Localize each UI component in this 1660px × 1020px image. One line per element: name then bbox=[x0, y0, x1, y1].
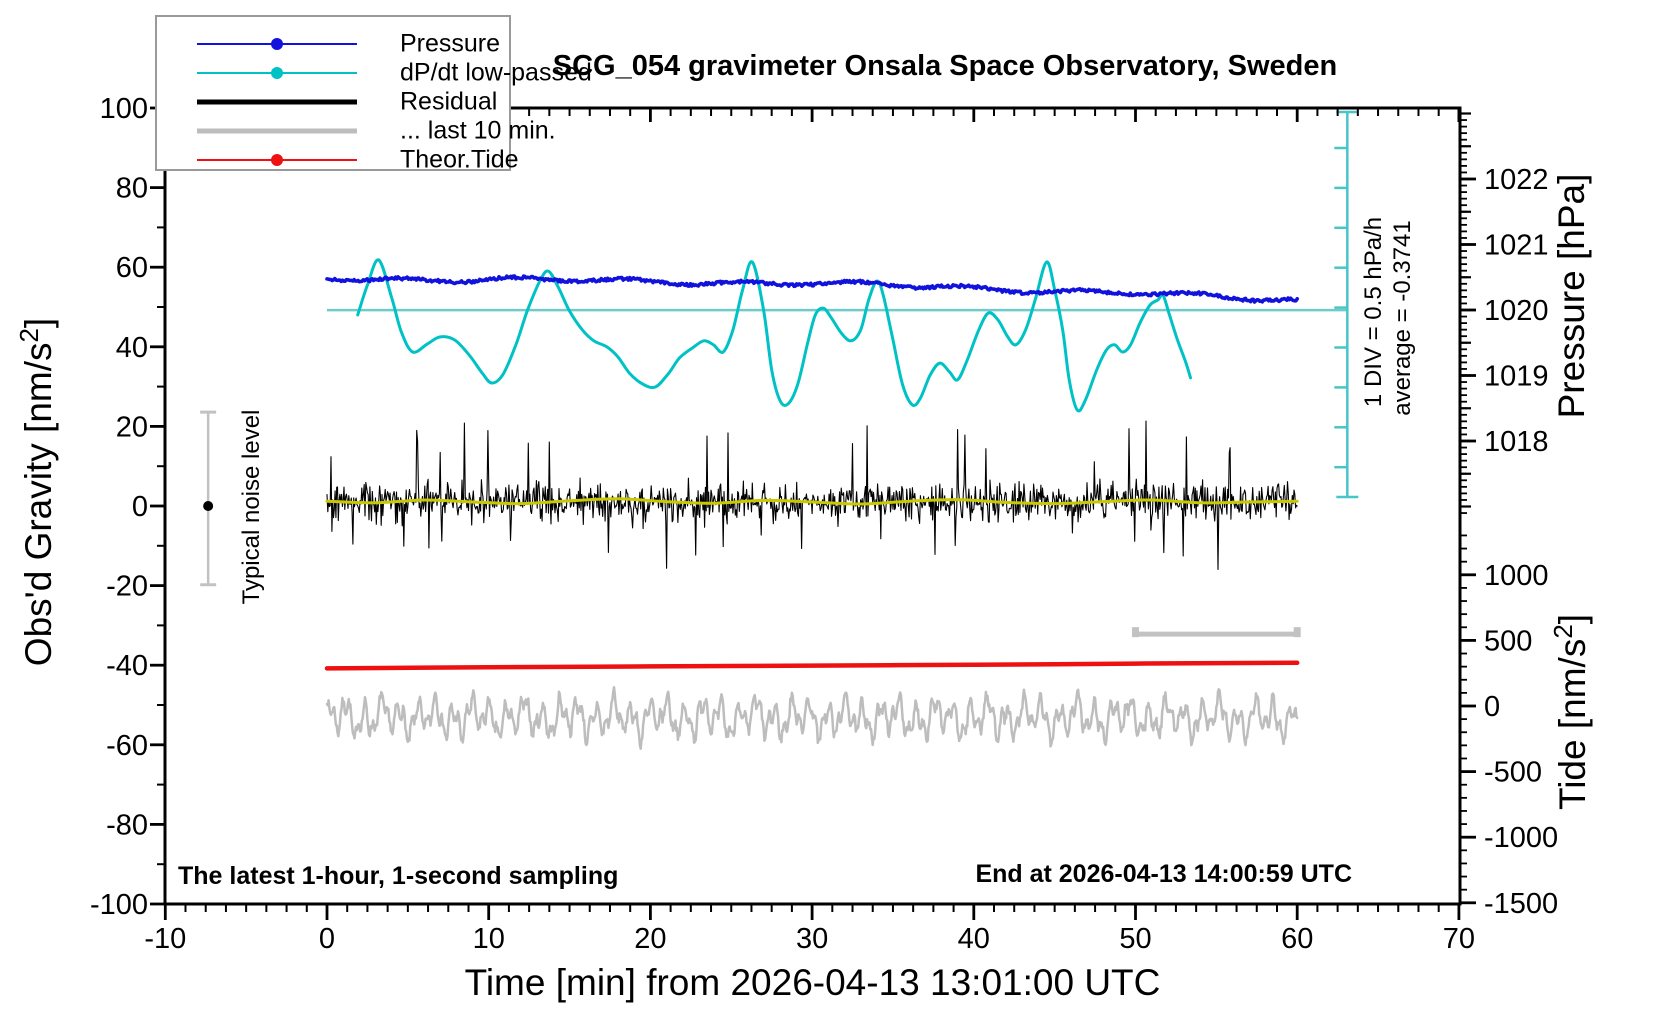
tick-label: 40 bbox=[116, 332, 148, 364]
typical-noise-errorbar bbox=[200, 410, 217, 587]
tide-series bbox=[324, 660, 1300, 671]
tick-label: 1022 bbox=[1484, 164, 1549, 196]
left-axis-label: Obs'd Gravity [nm/s2] bbox=[15, 317, 60, 667]
tick-label: -10 bbox=[144, 923, 186, 955]
tick-label: 30 bbox=[796, 923, 828, 955]
tick-label: 1019 bbox=[1484, 361, 1549, 393]
tick-label: 50 bbox=[1119, 923, 1151, 955]
last10-series bbox=[325, 685, 1299, 750]
legend-marker-dot bbox=[271, 66, 283, 79]
tick-label: 100 bbox=[100, 93, 148, 125]
tick-label: -500 bbox=[1484, 757, 1542, 789]
tick-label: 500 bbox=[1484, 625, 1532, 657]
legend-marker-dot bbox=[271, 37, 283, 50]
tick-label: 0 bbox=[132, 491, 148, 523]
tick-label: 1020 bbox=[1484, 295, 1549, 327]
tick-label: 1000 bbox=[1484, 560, 1549, 592]
legend-item-label: Residual bbox=[400, 87, 498, 115]
dpdt-series bbox=[356, 258, 1192, 413]
tide-axis-label: Tide [nm/s2] bbox=[1549, 613, 1594, 811]
superscript: 2 bbox=[15, 328, 44, 343]
legend-box: Pressure dP/dt low-passed Residual... last… bbox=[155, 15, 592, 174]
tick-label: 10 bbox=[473, 923, 505, 955]
legend-item-last-10-min: ... last 10 min. bbox=[157, 116, 556, 145]
legend-item-dp-dt-low-passed: dP/dt low-passed bbox=[157, 58, 592, 87]
tick-label: -1000 bbox=[1484, 822, 1558, 854]
tick-label: 1018 bbox=[1484, 426, 1549, 458]
x-axis-label: Time [min] from 2026-04-13 13:01:00 UTC bbox=[464, 962, 1161, 1003]
legend-item-label: ... last 10 min. bbox=[400, 116, 556, 144]
legend-item-label: Pressure bbox=[400, 29, 501, 57]
tick-label: -1500 bbox=[1484, 888, 1558, 920]
div-scale-label: 1 DIV = 0.5 hPa/h bbox=[1360, 216, 1387, 408]
tick-label: 20 bbox=[634, 923, 666, 955]
plot-frame: -10 0 10 20 30 40 50 60 70-100-80-60-40-20020406… bbox=[90, 93, 1558, 955]
legend-item-pressure: Pressure bbox=[157, 29, 509, 58]
tick-label: 60 bbox=[1281, 923, 1313, 955]
legend-item-label: dP/dt low-passed bbox=[400, 58, 592, 86]
legend-item-label: Theor.Tide bbox=[400, 145, 519, 173]
superscript: 2 bbox=[1549, 624, 1578, 639]
tick-label: -100 bbox=[90, 889, 148, 921]
residual-smooth-series bbox=[325, 497, 1299, 506]
legend-item-residual: Residual bbox=[157, 87, 509, 116]
typical-noise-label: Typical noise level bbox=[238, 409, 265, 605]
tick-label: 40 bbox=[958, 923, 990, 955]
tick-label: -40 bbox=[106, 650, 148, 682]
ten-min-scale-bar bbox=[1132, 627, 1301, 638]
dpdt-scale bbox=[327, 110, 1359, 499]
legend-item-theor-tide: Theor.Tide bbox=[157, 145, 519, 174]
tick-label: 1021 bbox=[1484, 230, 1549, 262]
legend-line-swatch bbox=[197, 128, 357, 133]
legend-line-swatch bbox=[197, 99, 357, 104]
tick-label: 0 bbox=[1484, 691, 1500, 723]
tick-label: 70 bbox=[1443, 923, 1475, 955]
tick-label: 80 bbox=[116, 173, 148, 205]
tick-label: -60 bbox=[106, 730, 148, 762]
tick-label: 60 bbox=[116, 252, 148, 284]
tick-label: 0 bbox=[319, 923, 335, 955]
end-note: End at 2026-04-13 14:00:59 UTC bbox=[975, 860, 1352, 888]
pressure-axis-label: Pressure [hPa] bbox=[1551, 173, 1592, 419]
average-label: average = -0.3741 bbox=[1389, 220, 1416, 416]
sampling-note: The latest 1-hour, 1-second sampling bbox=[178, 862, 619, 890]
pressure-series bbox=[325, 274, 1299, 304]
tick-label: -80 bbox=[106, 809, 148, 841]
tick-label: 20 bbox=[116, 411, 148, 443]
legend-marker-dot bbox=[271, 153, 283, 166]
residual-series bbox=[326, 420, 1298, 571]
page-title: SCG_054 gravimeter Onsala Space Observat… bbox=[552, 50, 1338, 82]
tick-label: -20 bbox=[106, 571, 148, 603]
